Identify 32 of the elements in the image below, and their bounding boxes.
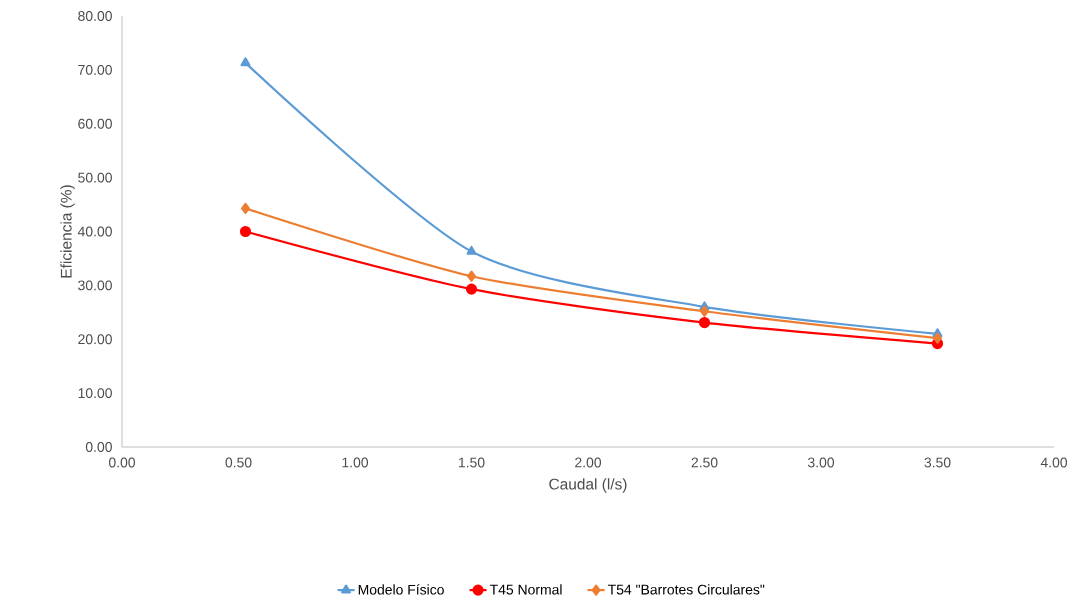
x-tick-label: 2.50 [691,457,718,468]
y-tick-label: 50.00 [78,172,112,183]
y-tick-label: 20.00 [78,334,112,345]
x-tick-label: 3.50 [924,457,951,468]
point [466,245,477,255]
y-tick-label: 10.00 [78,388,112,399]
x-tick-label: 3.00 [807,457,835,468]
legend-label: T45 Normal [489,584,562,595]
y-tick-label: 70.00 [78,64,112,75]
x-axis-title: Caudal (l/s) [549,478,627,493]
y-tick-label: 80.00 [78,11,112,21]
y-tick-label: 30.00 [78,280,112,291]
y-tick-label: 60.00 [78,118,112,129]
point [467,270,476,282]
y-tick-label: 0.00 [85,442,112,452]
point [239,225,252,238]
point [700,305,709,317]
point [698,316,711,329]
y-tick-label: 40.00 [77,226,112,237]
x-tick-label: 1.50 [458,457,485,468]
point [240,57,251,67]
x-tick-label: 2.00 [575,457,602,468]
x-tick-label: 4.00 [1040,457,1068,468]
x-tick-label: 0.50 [225,457,252,468]
point [933,332,942,344]
x-tick-label: 1.00 [342,457,369,468]
point [241,202,250,214]
point [465,283,478,295]
y-axis-title: Eficiencia (%) [60,185,75,278]
legend-label: T54 "Barrotes Circulares" [608,584,765,595]
legend-label: Modelo Físico [358,584,444,595]
x-tick-label: 0.00 [108,457,136,468]
